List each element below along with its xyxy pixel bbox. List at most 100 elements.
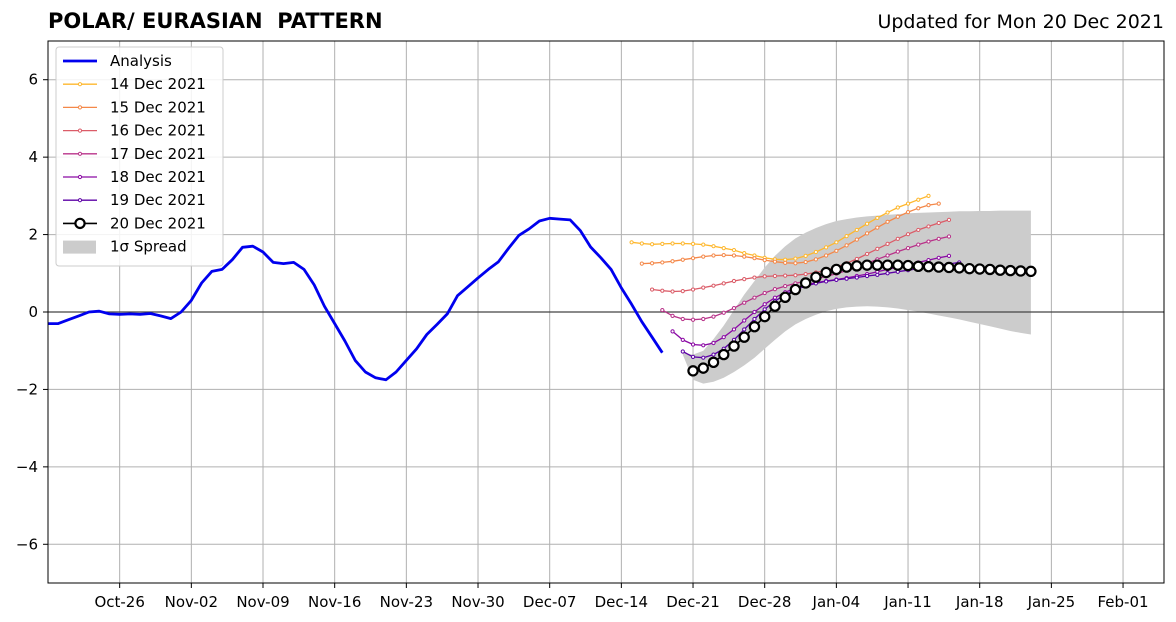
forecast-point bbox=[1004, 264, 1017, 277]
forecast-point bbox=[793, 256, 798, 261]
forecast-point bbox=[680, 241, 685, 246]
forecast-point bbox=[779, 291, 791, 303]
x-tick-label: Oct-26 bbox=[94, 593, 144, 611]
forecast-point bbox=[738, 331, 750, 343]
legend-label: 1σ Spread bbox=[110, 238, 187, 256]
forecast-point bbox=[895, 205, 900, 210]
x-tick-label: Jan-11 bbox=[883, 593, 932, 611]
x-tick-label: Nov-02 bbox=[165, 593, 218, 611]
forecast-point bbox=[926, 224, 931, 229]
forecast-point bbox=[639, 241, 644, 246]
forecast-point bbox=[936, 201, 941, 206]
forecast-point bbox=[905, 232, 911, 237]
forecast-point bbox=[731, 253, 737, 258]
forecast-point bbox=[670, 241, 675, 246]
forecast-point bbox=[742, 251, 747, 256]
forecast-point bbox=[830, 263, 843, 276]
forecast-point bbox=[895, 214, 900, 219]
forecast-point bbox=[783, 283, 788, 289]
forecast-point bbox=[854, 275, 859, 280]
forecast-point bbox=[649, 242, 655, 247]
forecast-point bbox=[912, 260, 924, 273]
forecast-point bbox=[892, 259, 904, 271]
x-tick-label: Nov-09 bbox=[236, 593, 289, 611]
legend-label: 15 Dec 2021 bbox=[110, 98, 206, 116]
legend-label: 16 Dec 2021 bbox=[110, 122, 206, 140]
legend-entry: 20 Dec 2021 bbox=[63, 214, 206, 232]
forecast-point bbox=[810, 271, 822, 283]
legend-entry: 18 Dec 2021 bbox=[63, 168, 206, 186]
y-tick-label: 0 bbox=[28, 303, 38, 321]
forecast-point bbox=[844, 243, 849, 248]
forecast-point bbox=[752, 309, 757, 315]
forecast-point bbox=[905, 210, 911, 215]
x-tick-label: Dec-07 bbox=[523, 593, 577, 611]
forecast-point bbox=[690, 241, 696, 246]
forecast-series-20-dec-2021 bbox=[687, 259, 1037, 377]
y-tick-label: −2 bbox=[16, 380, 38, 398]
forecast-point bbox=[895, 236, 900, 241]
forecast-point bbox=[670, 289, 675, 294]
forecast-point bbox=[926, 203, 931, 208]
forecast-point bbox=[854, 256, 859, 262]
legend-marker bbox=[77, 151, 83, 156]
forecast-point bbox=[711, 340, 716, 346]
forecast-point bbox=[881, 259, 894, 271]
forecast-point bbox=[864, 251, 870, 257]
chart-title: POLAR/ EURASIAN PATTERN bbox=[48, 9, 383, 33]
forecast-point bbox=[728, 340, 740, 352]
forecast-point bbox=[824, 245, 829, 250]
forecast-point bbox=[742, 276, 747, 282]
y-tick-label: 4 bbox=[28, 148, 38, 166]
forecast-point bbox=[834, 277, 839, 282]
forecast-point bbox=[660, 288, 665, 293]
legend-marker bbox=[74, 217, 86, 230]
y-tick-label: 6 bbox=[28, 71, 38, 89]
forecast-point bbox=[875, 215, 880, 221]
x-tick-label: Dec-21 bbox=[666, 593, 720, 611]
forecast-point bbox=[820, 266, 832, 279]
forecast-point bbox=[680, 349, 685, 354]
forecast-point bbox=[742, 318, 747, 323]
x-tick-label: Dec-28 bbox=[738, 593, 792, 611]
x-tick-label: Feb-01 bbox=[1098, 593, 1149, 611]
forecast-point bbox=[721, 252, 726, 258]
forecast-point bbox=[916, 197, 921, 202]
legend-entry: 19 Dec 2021 bbox=[63, 191, 206, 209]
forecast-point bbox=[936, 236, 941, 241]
forecast-point bbox=[762, 274, 767, 279]
forecast-point bbox=[875, 225, 880, 230]
forecast-point bbox=[994, 264, 1006, 276]
forecast-point bbox=[711, 283, 716, 288]
legend-marker bbox=[77, 198, 83, 203]
forecast-point bbox=[742, 300, 747, 305]
forecast-point bbox=[974, 263, 986, 275]
forecast-point bbox=[680, 257, 685, 262]
forecast-point bbox=[721, 310, 726, 315]
legend-label: 17 Dec 2021 bbox=[110, 145, 206, 163]
legend-entry: 16 Dec 2021 bbox=[63, 122, 206, 140]
legend-label: 20 Dec 2021 bbox=[110, 214, 206, 232]
forecast-point bbox=[687, 365, 699, 377]
forecast-point bbox=[783, 260, 788, 265]
forecast-point bbox=[864, 273, 870, 279]
forecast-point bbox=[864, 231, 870, 236]
legend-label: Analysis bbox=[110, 52, 172, 70]
forecast-point bbox=[718, 348, 730, 361]
forecast-point bbox=[926, 239, 931, 244]
forecast-point bbox=[803, 271, 808, 277]
forecast-point bbox=[834, 240, 839, 245]
forecast-point bbox=[905, 246, 911, 251]
forecast-point bbox=[707, 356, 720, 369]
forecast-point bbox=[742, 254, 747, 259]
forecast-point bbox=[840, 261, 853, 273]
forecast-point bbox=[701, 242, 706, 247]
forecast-point bbox=[895, 249, 900, 254]
analysis-line bbox=[48, 216, 664, 382]
forecast-point bbox=[701, 343, 706, 348]
forecast-point bbox=[752, 295, 757, 300]
legend-label: 18 Dec 2021 bbox=[110, 168, 206, 186]
legend-entry: 14 Dec 2021 bbox=[63, 75, 206, 93]
legend-label: 19 Dec 2021 bbox=[110, 191, 206, 209]
forecast-point bbox=[701, 355, 706, 360]
